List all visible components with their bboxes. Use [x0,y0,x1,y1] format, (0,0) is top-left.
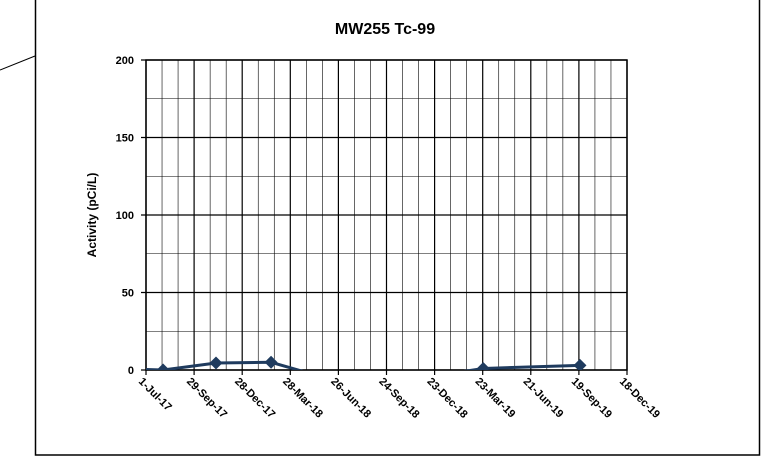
data-point [156,363,170,370]
y-tick-label: 100 [116,210,134,222]
y-tick-label: 150 [116,133,134,145]
data-line [146,360,581,370]
chart-title: MW255 Tc-99 [335,21,435,38]
y-tick-label: 200 [116,55,134,67]
y-tick-label: 0 [128,365,134,377]
leader-line [0,55,36,71]
plot-area [146,355,587,370]
y-axis-label: Activity (pCi/L) [85,173,99,258]
data-point [264,355,278,369]
plot-border [145,59,628,371]
data-point [573,358,587,370]
major-grid [141,59,628,375]
data-point [209,356,223,370]
chart-frame [34,0,761,456]
data-point [476,361,490,370]
y-tick-label: 50 [122,288,134,300]
